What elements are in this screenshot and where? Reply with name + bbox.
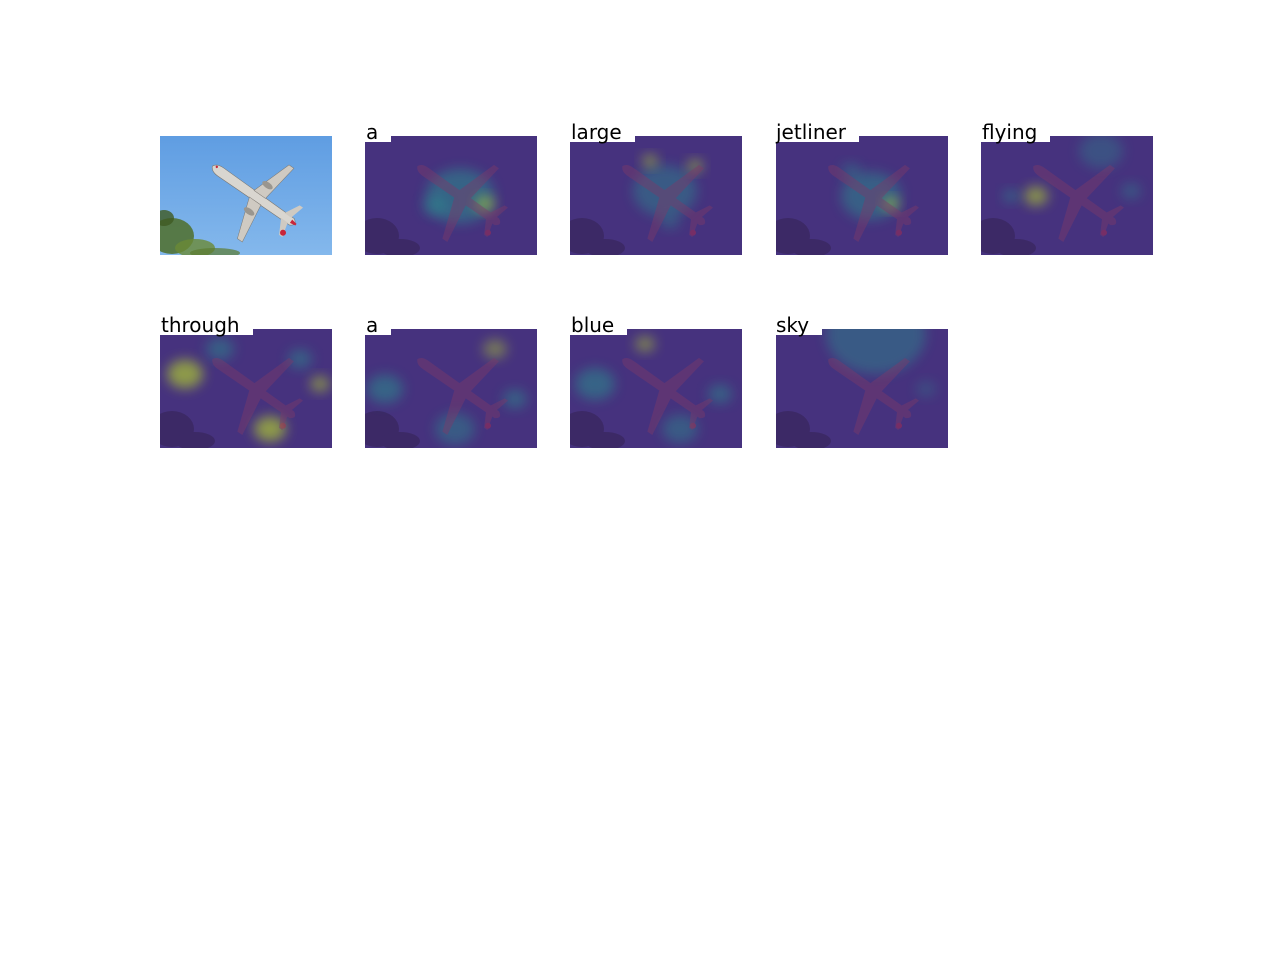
word-label-a: a	[365, 118, 392, 144]
airplane-icon	[211, 164, 304, 243]
attention-map-flying	[981, 136, 1153, 255]
word-label-blue: blue	[570, 311, 628, 337]
attention-map-a-2	[365, 329, 537, 448]
attention-map-large	[570, 136, 742, 255]
word-label-flying: flying	[981, 118, 1051, 144]
attention-map-sky	[776, 329, 948, 448]
word-label-large: large	[570, 118, 635, 144]
attention-map-a	[365, 136, 537, 255]
foliage	[160, 210, 240, 255]
attention-map-blue	[570, 329, 742, 448]
attention-map-through	[160, 329, 332, 448]
word-label-jetliner: jetliner	[775, 118, 860, 144]
word-label-sky: sky	[775, 311, 823, 337]
original-photo	[160, 136, 332, 255]
attention-map-jetliner	[776, 136, 948, 255]
word-label-through: through	[160, 311, 253, 337]
word-label-a-2: a	[365, 311, 392, 337]
airplane-photo	[160, 136, 332, 255]
